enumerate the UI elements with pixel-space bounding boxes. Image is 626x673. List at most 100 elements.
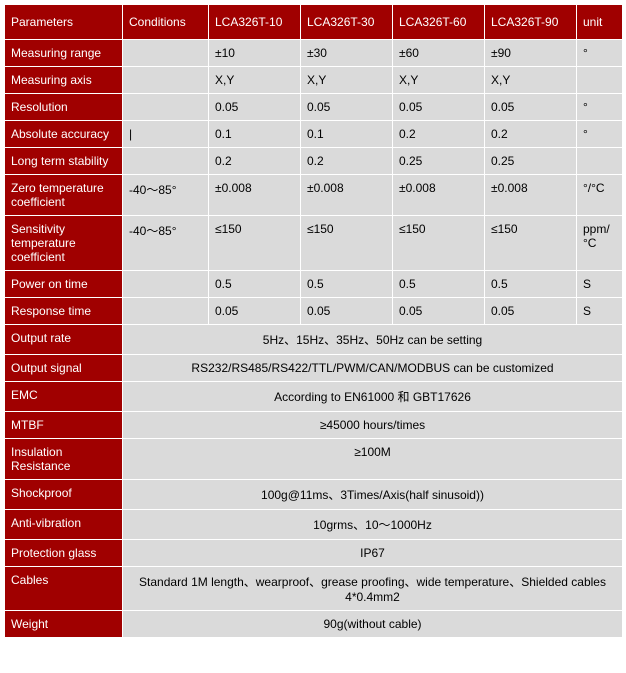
table-row: Insulation Resistance≥100M <box>5 439 623 480</box>
m4-cell: ±90 <box>485 40 577 67</box>
m2-cell: 0.2 <box>301 148 393 175</box>
unit-cell: ppm/°C <box>577 216 623 271</box>
table-row: Absolute accuracy|0.10.10.20.2° <box>5 121 623 148</box>
unit-cell: ° <box>577 94 623 121</box>
unit-cell <box>577 67 623 94</box>
table-row: Measuring range ±10±30±60±90° <box>5 40 623 67</box>
param-label: Anti-vibration <box>5 510 123 540</box>
unit-cell: S <box>577 271 623 298</box>
table-row: CablesStandard 1M length、wearproof、greas… <box>5 567 623 611</box>
table-row: Resolution0.050.050.050.05° <box>5 94 623 121</box>
spanned-value: 5Hz、15Hz、35Hz、50Hz can be setting <box>123 325 623 355</box>
m4-cell: 0.05 <box>485 94 577 121</box>
spanned-value: RS232/RS485/RS422/TTL/PWM/CAN/MODBUS can… <box>123 355 623 382</box>
param-label: MTBF <box>5 412 123 439</box>
table-row: Weight90g(without cable) <box>5 611 623 638</box>
table-row: MTBF≥45000 hours/times <box>5 412 623 439</box>
m3-cell: 0.25 <box>393 148 485 175</box>
unit-cell: °/°C <box>577 175 623 216</box>
m1-cell: 0.2 <box>209 148 301 175</box>
cond-cell: -40～85° <box>123 175 209 216</box>
table-row: Power on time0.50.50.50.5S <box>5 271 623 298</box>
spanned-value: According to EN61000 和 GBT17626 <box>123 382 623 412</box>
cond-cell <box>123 271 209 298</box>
m2-cell: 0.5 <box>301 271 393 298</box>
param-label: Shockproof <box>5 480 123 510</box>
param-label: Weight <box>5 611 123 638</box>
m3-cell: ±60 <box>393 40 485 67</box>
cond-cell: | <box>123 121 209 148</box>
h-cond: Conditions <box>123 5 209 40</box>
h-m2: LCA326T-30 <box>301 5 393 40</box>
h-unit: unit <box>577 5 623 40</box>
m3-cell: X,Y <box>393 67 485 94</box>
param-label: Measuring axis <box>5 67 123 94</box>
m3-cell: 0.2 <box>393 121 485 148</box>
param-label: EMC <box>5 382 123 412</box>
cond-cell <box>123 94 209 121</box>
h-m4: LCA326T-90 <box>485 5 577 40</box>
table-row: Shockproof100g@11ms、3Times/Axis(half sin… <box>5 480 623 510</box>
m4-cell: ±0.008 <box>485 175 577 216</box>
m2-cell: 0.1 <box>301 121 393 148</box>
spanned-value: ≥100M <box>123 439 623 480</box>
m3-cell: 0.5 <box>393 271 485 298</box>
m1-cell: 0.5 <box>209 271 301 298</box>
param-label: Protection glass <box>5 540 123 567</box>
param-label: Output signal <box>5 355 123 382</box>
table-row: Zero temperature coefficient-40～85°±0.00… <box>5 175 623 216</box>
m1-cell: 0.05 <box>209 94 301 121</box>
param-label: Long term stability <box>5 148 123 175</box>
h-m1: LCA326T-10 <box>209 5 301 40</box>
unit-cell: ° <box>577 40 623 67</box>
m2-cell: ±0.008 <box>301 175 393 216</box>
cond-cell <box>123 148 209 175</box>
table-row: Response time0.050.050.050.05S <box>5 298 623 325</box>
table-row: EMCAccording to EN61000 和 GBT17626 <box>5 382 623 412</box>
m4-cell: 0.5 <box>485 271 577 298</box>
spanned-value: IP67 <box>123 540 623 567</box>
spec-table: Parameters Conditions LCA326T-10 LCA326T… <box>4 4 623 638</box>
h-param: Parameters <box>5 5 123 40</box>
m1-cell: X,Y <box>209 67 301 94</box>
m3-cell: 0.05 <box>393 298 485 325</box>
m2-cell: X,Y <box>301 67 393 94</box>
spanned-value: ≥45000 hours/times <box>123 412 623 439</box>
cond-cell <box>123 40 209 67</box>
m2-cell: ±30 <box>301 40 393 67</box>
spanned-value: 90g(without cable) <box>123 611 623 638</box>
table-row: Protection glassIP67 <box>5 540 623 567</box>
table-row: Measuring axisX,YX,YX,YX,Y <box>5 67 623 94</box>
cond-cell <box>123 298 209 325</box>
m1-cell: ≤150 <box>209 216 301 271</box>
m2-cell: 0.05 <box>301 298 393 325</box>
table-row: Output rate5Hz、15Hz、35Hz、50Hz can be set… <box>5 325 623 355</box>
cond-cell <box>123 67 209 94</box>
m4-cell: X,Y <box>485 67 577 94</box>
unit-cell: ° <box>577 121 623 148</box>
param-label: Measuring range <box>5 40 123 67</box>
header-row: Parameters Conditions LCA326T-10 LCA326T… <box>5 5 623 40</box>
m1-cell: ±10 <box>209 40 301 67</box>
param-label: Insulation Resistance <box>5 439 123 480</box>
m1-cell: ±0.008 <box>209 175 301 216</box>
cond-cell: -40～85° <box>123 216 209 271</box>
param-label: Cables <box>5 567 123 611</box>
m4-cell: 0.2 <box>485 121 577 148</box>
table-row: Sensitivity temperature coefficient-40～8… <box>5 216 623 271</box>
m4-cell: 0.05 <box>485 298 577 325</box>
param-label: Power on time <box>5 271 123 298</box>
param-label: Absolute accuracy <box>5 121 123 148</box>
m3-cell: 0.05 <box>393 94 485 121</box>
param-label: Resolution <box>5 94 123 121</box>
table-row: Long term stability0.20.20.250.25 <box>5 148 623 175</box>
m4-cell: 0.25 <box>485 148 577 175</box>
table-row: Anti-vibration10grms、10～1000Hz <box>5 510 623 540</box>
param-label: Response time <box>5 298 123 325</box>
table-row: Output signalRS232/RS485/RS422/TTL/PWM/C… <box>5 355 623 382</box>
m4-cell: ≤150 <box>485 216 577 271</box>
unit-cell <box>577 148 623 175</box>
m2-cell: ≤150 <box>301 216 393 271</box>
param-label: Zero temperature coefficient <box>5 175 123 216</box>
h-m3: LCA326T-60 <box>393 5 485 40</box>
